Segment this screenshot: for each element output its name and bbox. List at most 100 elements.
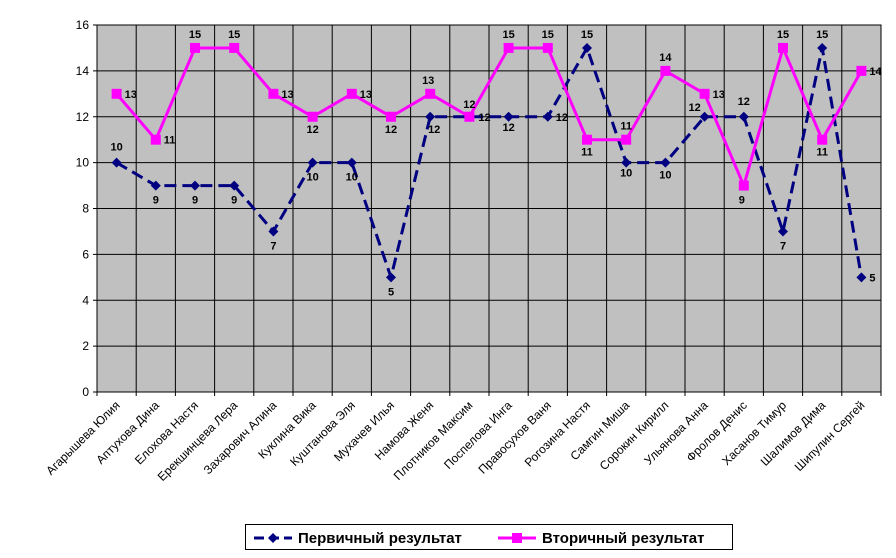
series-2-data-label: 15 (502, 29, 514, 41)
series-2-point (582, 134, 592, 145)
series-1-data-label: 12 (688, 102, 700, 114)
series-2-point (190, 42, 200, 53)
series-2-data-label: 14 (659, 52, 672, 64)
y-tick-label: 14 (76, 64, 90, 78)
y-tick-label: 10 (76, 156, 90, 170)
series-1-line (115, 46, 863, 279)
series-2-point (111, 88, 122, 99)
series-1-data-label: 12 (556, 112, 568, 124)
series-1-point (503, 111, 514, 122)
x-tick-label: Сорокин Кирилл (597, 398, 672, 473)
series-2-point (660, 65, 671, 76)
series-1-data-label: 7 (780, 240, 786, 252)
series-2-data-label: 13 (713, 89, 725, 101)
series-2-point (856, 65, 867, 76)
series-1-data-label: 15 (816, 29, 828, 41)
y-tick-label: 0 (82, 385, 89, 399)
series-1-point (738, 111, 749, 122)
y-tick-label: 12 (76, 110, 90, 124)
series-2-data-label: 15 (189, 29, 201, 41)
x-tick-label: Захарович Алина (201, 398, 280, 477)
y-tick-label: 4 (82, 293, 89, 307)
series-1-data-label: 10 (620, 168, 632, 180)
series-2-point (699, 88, 710, 99)
series-2-point (150, 134, 161, 145)
series-1-point (229, 180, 240, 191)
y-tick-label: 8 (82, 202, 89, 216)
series-1-data-label: 15 (581, 29, 593, 41)
y-axis: 0 2 4 6 8 10 12 14 16 (76, 18, 97, 399)
series-1-point (542, 111, 553, 122)
series-1-point (699, 111, 710, 122)
series-2-data-label: 12 (463, 99, 475, 111)
series-2-data-label: 13 (422, 75, 434, 87)
series-1-point (582, 42, 592, 53)
x-tick-label: Правосухов Ваня (475, 398, 553, 476)
series-1-point (346, 157, 357, 168)
series-2-point (229, 42, 240, 53)
series-1-data-label: 7 (270, 240, 276, 252)
series-2-data-label: 11 (164, 135, 176, 147)
y-tick-label: 16 (76, 18, 90, 32)
series-1-point (621, 157, 632, 168)
y-tick-label: 6 (82, 247, 89, 261)
series-1-point (111, 157, 122, 168)
series-1-point (817, 42, 828, 53)
gridlines (97, 25, 881, 392)
series-1-point (660, 157, 671, 168)
series-2-data-label: 11 (816, 147, 828, 159)
series-2-point (621, 134, 632, 145)
series-2-point (738, 180, 749, 191)
series-2-point (346, 88, 357, 99)
series-1-data-label: 9 (231, 195, 237, 207)
series-2-data-label: 9 (739, 195, 745, 207)
series-2-data-label: 13 (360, 89, 372, 101)
series-1-data-label: 10 (659, 170, 671, 182)
series-2-point (464, 111, 475, 122)
series-2-data-label: 11 (581, 147, 593, 159)
series-2-point (268, 88, 279, 99)
series-1-point (307, 157, 318, 168)
series-layer (111, 42, 867, 283)
series-1-point (268, 226, 279, 237)
series-2-data-label: 12 (306, 124, 318, 136)
series-1-point (856, 272, 867, 283)
x-tick-label: Шипулин Сергей (792, 398, 868, 474)
series-1-data-label: 10 (346, 172, 358, 184)
series-2-data-label: 13 (281, 89, 293, 101)
series-1-data-label: 9 (192, 195, 198, 207)
legend-series-1-label: Первичный результат (298, 530, 462, 547)
series-2-data-label: 15 (542, 29, 554, 41)
y-tick-label: 2 (82, 339, 89, 353)
series-1-data-label: 12 (738, 96, 750, 108)
series-1-data-label: 10 (306, 172, 318, 184)
series-2-point (542, 42, 553, 53)
series-2-point (307, 111, 318, 122)
series-2-line (115, 46, 863, 188)
series-2-data-label: 13 (125, 89, 137, 101)
legend: Первичный результат Вторичный результат (245, 524, 733, 550)
series-1-data-label: 12 (428, 124, 440, 136)
series-2-data-label: 12 (385, 124, 397, 136)
series-1-data-label: 10 (110, 142, 122, 154)
series-2-point (425, 88, 436, 99)
series-1-data-label: 5 (869, 272, 875, 284)
legend-series-1-marker (268, 533, 278, 543)
series-2-point (817, 134, 828, 145)
series-1-point (150, 180, 161, 191)
series-1-point (778, 226, 788, 237)
series-1-data-label: 12 (502, 122, 514, 134)
series-2-data-label: 14 (869, 66, 882, 78)
series-1-point (425, 111, 436, 122)
series-2-point (386, 111, 396, 122)
legend-series-2-label: Вторичный результат (542, 530, 705, 547)
series-1-data-label: 5 (388, 286, 394, 298)
series-2-data-label: 11 (620, 121, 632, 133)
series-2-data-label: 15 (777, 29, 789, 41)
series-1-data-label: 12 (478, 112, 490, 124)
legend-series-2-marker (512, 533, 522, 543)
series-2-point (778, 42, 788, 53)
